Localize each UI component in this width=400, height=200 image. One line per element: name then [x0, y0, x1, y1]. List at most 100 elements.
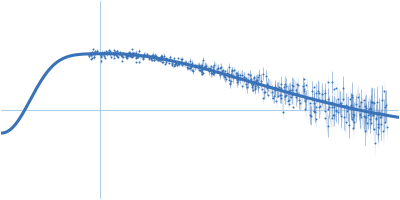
Point: [343, 104, 350, 107]
Point: [110, 49, 117, 52]
Point: [127, 52, 133, 55]
Point: [158, 55, 165, 58]
Point: [378, 116, 384, 119]
Point: [173, 61, 179, 64]
Point: [300, 77, 307, 80]
Point: [297, 101, 304, 105]
Point: [371, 127, 377, 131]
Point: [90, 48, 96, 51]
Point: [221, 74, 227, 77]
Point: [349, 93, 356, 96]
Point: [107, 50, 113, 53]
Point: [294, 92, 300, 95]
Point: [128, 52, 134, 55]
Point: [168, 59, 175, 62]
Point: [205, 66, 211, 69]
Point: [382, 105, 388, 108]
Point: [257, 82, 263, 86]
Point: [214, 66, 221, 69]
Point: [162, 63, 168, 66]
Point: [140, 58, 146, 61]
Point: [155, 58, 161, 61]
Point: [262, 75, 269, 78]
Point: [245, 81, 251, 84]
Point: [311, 109, 317, 112]
Point: [248, 81, 254, 84]
Point: [374, 126, 381, 129]
Point: [125, 51, 132, 54]
Point: [237, 74, 243, 77]
Point: [348, 108, 354, 111]
Point: [187, 63, 193, 67]
Point: [275, 88, 281, 91]
Point: [242, 82, 249, 86]
Point: [85, 54, 92, 57]
Point: [333, 109, 339, 112]
Point: [158, 61, 165, 64]
Point: [255, 81, 262, 85]
Point: [153, 57, 160, 60]
Point: [283, 84, 290, 88]
Point: [110, 52, 117, 55]
Point: [250, 88, 256, 91]
Point: [234, 81, 240, 84]
Point: [185, 67, 191, 70]
Point: [163, 59, 169, 62]
Point: [282, 95, 289, 98]
Point: [227, 82, 233, 85]
Point: [88, 58, 95, 61]
Point: [270, 96, 276, 100]
Point: [350, 107, 356, 110]
Point: [179, 63, 186, 66]
Point: [374, 112, 380, 115]
Point: [146, 57, 152, 60]
Point: [251, 80, 257, 83]
Point: [340, 97, 346, 101]
Point: [353, 107, 359, 111]
Point: [268, 85, 274, 88]
Point: [350, 112, 356, 116]
Point: [348, 106, 355, 109]
Point: [170, 64, 177, 67]
Point: [175, 62, 181, 66]
Point: [235, 77, 242, 80]
Point: [197, 69, 204, 72]
Point: [114, 54, 120, 57]
Point: [380, 129, 387, 132]
Point: [245, 80, 252, 83]
Point: [123, 55, 130, 59]
Point: [247, 74, 253, 77]
Point: [101, 53, 107, 56]
Point: [282, 95, 288, 98]
Point: [174, 57, 181, 60]
Point: [228, 80, 234, 83]
Point: [370, 113, 376, 116]
Point: [187, 66, 193, 70]
Point: [316, 104, 323, 108]
Point: [172, 62, 178, 66]
Point: [309, 90, 316, 93]
Point: [341, 116, 348, 119]
Point: [100, 52, 107, 55]
Point: [289, 83, 296, 87]
Point: [369, 100, 376, 103]
Point: [374, 100, 380, 103]
Point: [198, 72, 205, 76]
Point: [207, 66, 214, 69]
Point: [325, 80, 332, 83]
Point: [261, 91, 267, 94]
Point: [97, 54, 104, 58]
Point: [272, 86, 278, 89]
Point: [128, 54, 134, 57]
Point: [281, 85, 287, 89]
Point: [207, 64, 214, 67]
Point: [375, 122, 381, 126]
Point: [373, 117, 380, 120]
Point: [140, 55, 146, 58]
Point: [185, 63, 192, 66]
Point: [152, 53, 158, 57]
Point: [286, 89, 292, 92]
Point: [381, 113, 388, 116]
Point: [210, 67, 216, 70]
Point: [174, 63, 180, 67]
